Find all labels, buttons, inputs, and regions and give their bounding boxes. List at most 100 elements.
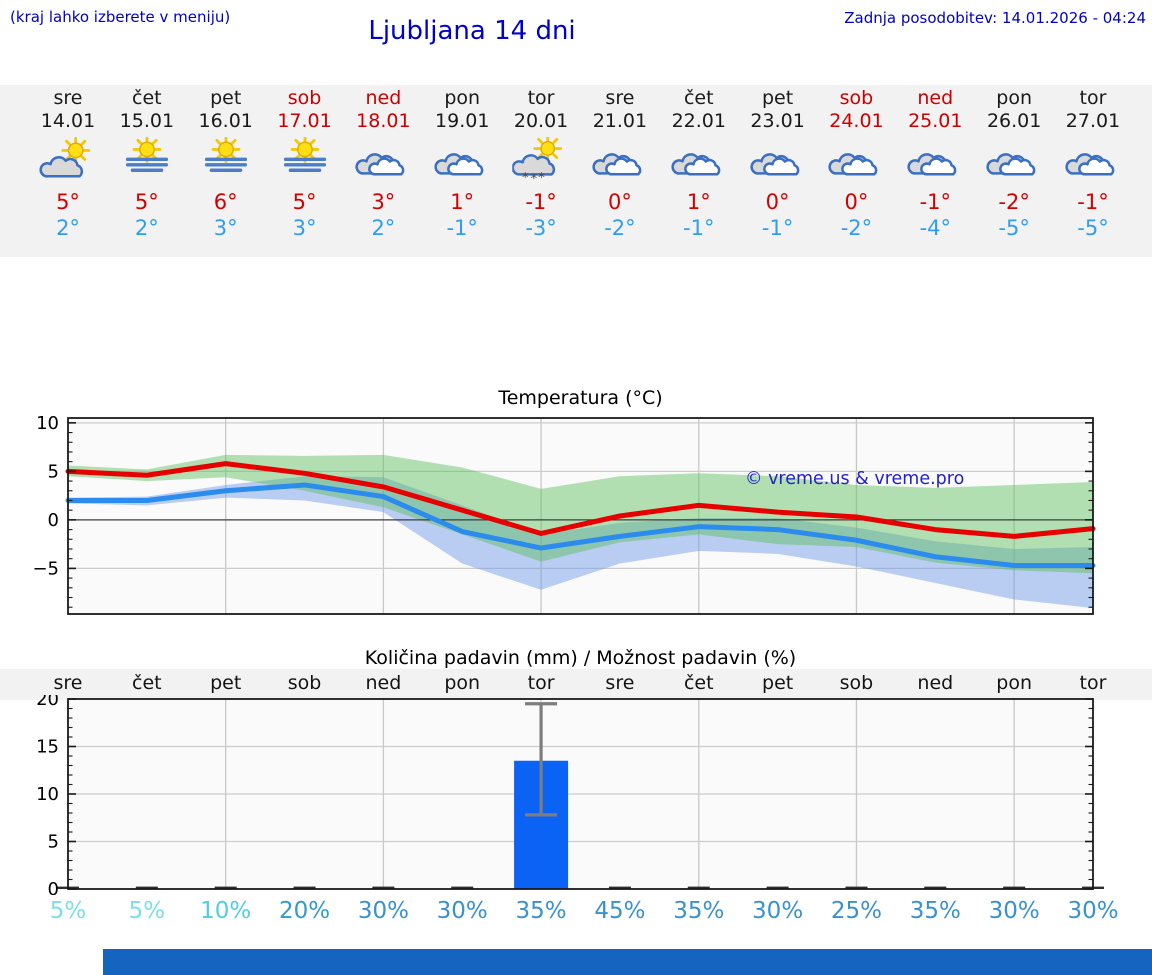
daily-forecast-strip (0, 85, 1152, 257)
precip-y-tick-label: 15 (36, 737, 59, 758)
low-temp: -3° (525, 216, 557, 240)
high-temp: 6° (213, 190, 238, 214)
location-hint: (kraj lahko izberete v meniju) (10, 8, 231, 26)
day-date: 15.01 (119, 110, 175, 132)
precip-zero-bar (1003, 886, 1026, 889)
cloudy-icon (906, 137, 964, 183)
day-column: sre 14.01 5° 2° (25, 87, 111, 241)
cloudy-icon (591, 137, 649, 183)
temp-y-tick-label: 10 (36, 413, 59, 434)
day-column: ned 18.01 3° 2° (340, 87, 426, 241)
day-date: 16.01 (198, 110, 253, 132)
precip-probability: 45% (594, 898, 646, 924)
precip-day-label: ned (917, 672, 954, 694)
precip-day-label: pet (762, 672, 794, 694)
low-temp: 3° (213, 216, 238, 240)
day-name: čet (132, 87, 162, 109)
low-temp: -1° (446, 216, 478, 240)
day-name: sob (287, 87, 322, 109)
precip-y-tick-label: 0 (48, 879, 59, 895)
precip-probability: 30% (988, 898, 1040, 924)
high-temp: 5° (134, 190, 159, 214)
min-temperature-line (65, 482, 1096, 568)
precip-probability: 30% (752, 898, 804, 924)
cloudy-icon (354, 137, 412, 183)
day-column: sre 21.01 0° -2° (577, 87, 663, 241)
precip-zero-bar (687, 886, 710, 889)
low-temp: 3° (292, 216, 317, 240)
precip-probability: 30% (1067, 898, 1119, 924)
precip-zero-bar (608, 886, 631, 889)
low-temp: -5° (1077, 216, 1109, 240)
day-name: ned (917, 87, 954, 109)
precip-day-label: tor (1079, 672, 1107, 694)
high-temp: 3° (371, 190, 396, 214)
precip-day-label: sob (839, 672, 874, 694)
day-name: ned (365, 87, 402, 109)
precip-zero-bar (214, 886, 237, 889)
day-column: sob 24.01 0° -2° (813, 87, 899, 241)
day-date: 26.01 (986, 110, 1042, 132)
precip-y-tick-label: 5 (48, 832, 59, 853)
cloudy-icon (670, 137, 728, 183)
day-date: 21.01 (592, 110, 648, 132)
precip-zero-bar (766, 886, 789, 889)
day-column: tor 27.01 -1° -5° (1050, 87, 1136, 241)
sun-fog-icon (197, 137, 255, 183)
precip-probability: 30% (436, 898, 488, 924)
precip-zero-bar (293, 886, 316, 889)
precip-day-label: čet (132, 672, 162, 694)
day-name: sob (839, 87, 874, 109)
precip-zero-bar (924, 886, 947, 889)
watermark: © vreme.us & vreme.pro (745, 469, 964, 489)
high-temp: 5° (56, 190, 80, 214)
high-temp: 1° (686, 190, 711, 214)
high-temp: -1° (525, 190, 557, 214)
day-date: 22.01 (671, 110, 726, 132)
precip-probability: 5% (49, 898, 87, 924)
day-date: 17.01 (277, 110, 332, 132)
precipitation-chart: 0 5 10 15 20 (36, 695, 1104, 895)
day-column: pet 16.01 6° 3° (183, 87, 269, 241)
day-name: pet (762, 87, 794, 109)
day-column: pet 23.01 0° -1° (735, 87, 821, 241)
sun-cloud-snow-icon (512, 137, 570, 183)
day-name: tor (1079, 87, 1107, 109)
day-date: 19.01 (435, 110, 490, 132)
low-temp: 2° (134, 216, 159, 240)
low-temp: 2° (56, 216, 80, 240)
precip-day-label: sre (605, 672, 635, 694)
day-column: čet 15.01 5° 2° (104, 87, 190, 241)
precip-zero-bar (135, 886, 158, 889)
precip-zero-bar (372, 886, 395, 889)
day-name: čet (683, 87, 714, 109)
high-temp: 0° (607, 190, 632, 214)
day-date: 14.01 (40, 110, 96, 132)
temp-y-tick-label: 0 (48, 510, 59, 531)
day-name: sre (605, 87, 635, 109)
precip-probability: 35% (909, 898, 961, 924)
precip-probability: 35% (515, 898, 567, 924)
precip-day-label-strip (0, 669, 1152, 700)
precip-zero-bar (845, 886, 868, 889)
precip-y-tick-label: 10 (36, 784, 59, 805)
low-temp: 2° (371, 216, 396, 240)
cloudy-icon (1064, 137, 1122, 183)
precip-day-label: pon (996, 672, 1033, 694)
low-temp: -1° (761, 216, 794, 240)
day-column: ned 25.01 -1° -4° (892, 87, 978, 241)
precip-day-label: pet (210, 672, 242, 694)
temp-y-tick-label: −5 (32, 558, 59, 579)
day-name: pet (210, 87, 242, 109)
day-date: 20.01 (513, 110, 569, 132)
high-temp: 0° (844, 190, 869, 214)
precip-probability: 35% (673, 898, 725, 924)
day-column: sob 17.01 5° 3° (262, 87, 348, 241)
day-date: 24.01 (829, 110, 884, 132)
day-date: 25.01 (908, 110, 963, 132)
precip-day-label: pon (444, 672, 481, 694)
day-column: tor 20.01 -1° -3° (498, 87, 584, 241)
day-name: tor (527, 87, 555, 109)
day-column: pon 19.01 1° -1° (419, 87, 505, 241)
